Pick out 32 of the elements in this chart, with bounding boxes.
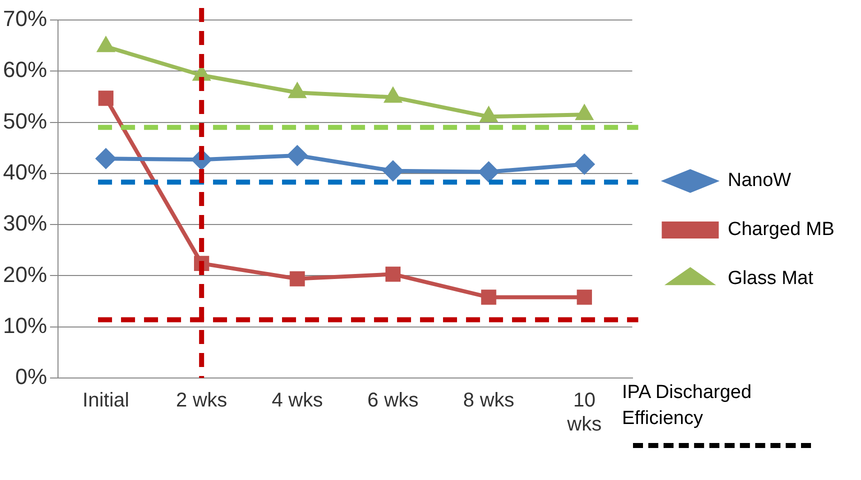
point <box>286 145 308 166</box>
x-tick-label: 6 wks <box>367 390 419 412</box>
y-tick-label: 60% <box>2 57 48 82</box>
legend-label: Glass Mat <box>728 268 814 290</box>
point <box>385 266 401 282</box>
point <box>574 154 595 175</box>
point <box>575 104 594 120</box>
y-tick-label: 30% <box>2 210 48 236</box>
y-tick-label: 10% <box>2 312 48 338</box>
point <box>96 36 116 52</box>
point <box>478 161 500 182</box>
x-tick-label: Initial <box>82 390 130 412</box>
y-tick-label: 50% <box>2 108 48 134</box>
x-tick-label: 2 wks <box>176 390 228 412</box>
x-tick-label: 8 wks <box>463 390 514 412</box>
point <box>481 290 496 305</box>
point <box>288 82 306 98</box>
y-tick-label: 0% <box>15 364 48 390</box>
legend-label: Charged MB <box>728 219 834 240</box>
y-tick-label: 40% <box>2 159 48 184</box>
x-tick-label: 10 wks <box>566 390 602 436</box>
y-tick-label: 70% <box>2 6 48 32</box>
y-tick-label: 20% <box>2 262 48 287</box>
point <box>384 86 402 103</box>
legend-label: NanoW <box>728 170 792 192</box>
point <box>95 148 116 170</box>
point <box>480 106 498 122</box>
point <box>382 160 404 182</box>
point <box>576 290 592 305</box>
text: IPA Discharged Efficiency <box>622 381 753 431</box>
point <box>290 271 305 286</box>
x-tick-label: 4 wks <box>272 390 323 412</box>
